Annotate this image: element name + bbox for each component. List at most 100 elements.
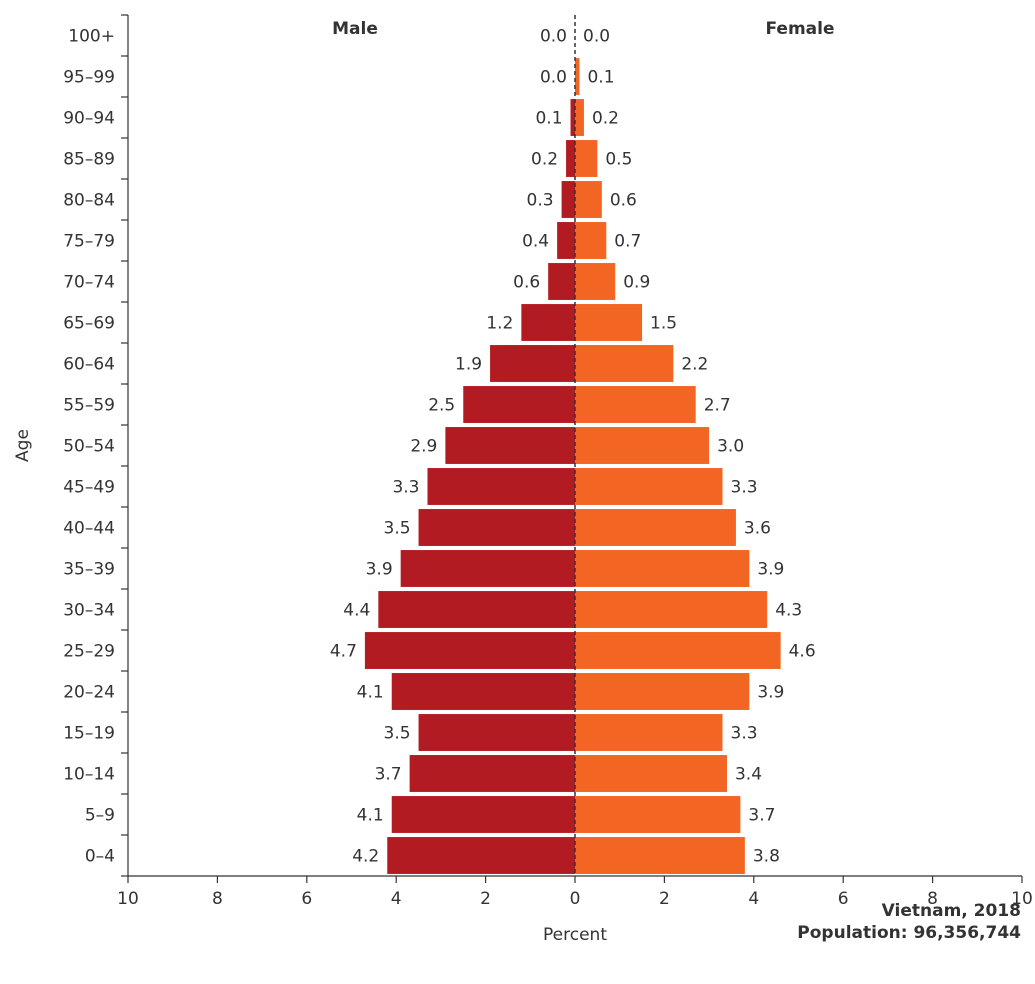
bar-male-1: [391, 796, 575, 833]
data-label-female-1: 3.7: [748, 806, 775, 826]
data-label-male-1: 4.1: [357, 806, 384, 826]
y-tick-label-10: 50–54: [63, 437, 115, 457]
data-label-male-8: 3.5: [384, 519, 411, 539]
data-label-male-14: 0.6: [513, 273, 540, 293]
bar-female-18: [575, 99, 584, 136]
bar-female-2: [575, 755, 727, 792]
data-label-male-3: 3.5: [384, 724, 411, 744]
data-label-female-20: 0.0: [583, 27, 610, 47]
bar-male-10: [445, 427, 575, 464]
bar-female-15: [575, 222, 607, 259]
data-label-female-7: 3.9: [757, 560, 784, 580]
data-label-male-16: 0.3: [527, 191, 554, 211]
y-tick-label-15: 75–79: [63, 232, 115, 252]
data-label-male-4: 4.1: [357, 683, 384, 703]
y-tick-label-18: 90–94: [63, 109, 115, 129]
y-axis-title: Age: [13, 429, 33, 462]
bar-female-5: [575, 632, 781, 669]
bar-male-0: [387, 837, 575, 874]
bar-female-12: [575, 345, 674, 382]
bar-male-8: [418, 509, 575, 546]
y-tick-label-16: 80–84: [63, 191, 115, 211]
data-label-male-0: 4.2: [352, 847, 379, 867]
data-label-female-13: 1.5: [650, 314, 677, 334]
y-tick-label-14: 70–74: [63, 273, 115, 293]
bar-male-7: [400, 550, 575, 587]
data-label-male-18: 0.1: [535, 109, 562, 129]
x-tick-label-8: 6: [838, 889, 849, 909]
x-axis-title: Percent: [543, 925, 607, 940]
data-label-female-9: 3.3: [731, 478, 758, 498]
data-label-female-0: 3.8: [753, 847, 780, 867]
bar-female-16: [575, 181, 602, 218]
series-label-male: Male: [332, 19, 378, 39]
data-label-female-2: 3.4: [735, 765, 762, 785]
bar-male-5: [364, 632, 575, 669]
bar-female-3: [575, 714, 723, 751]
bar-female-13: [575, 304, 643, 341]
data-label-female-12: 2.2: [681, 355, 708, 375]
bar-male-4: [391, 673, 575, 710]
data-label-female-19: 0.1: [587, 68, 614, 88]
population-pyramid-chart: 4.2 3.8 4.1 3.7 3.7 3.4 3.5 3.3 4.1 3.9 4.7 4.6 4.4 4…: [13, 14, 1033, 940]
data-label-male-5: 4.7: [330, 642, 357, 662]
x-tick-label-2: 6: [301, 889, 312, 909]
data-label-female-16: 0.6: [610, 191, 637, 211]
chart-footer: Vietnam, 2018 Population: 96,356,744: [797, 900, 1021, 944]
bar-male-16: [561, 181, 575, 218]
y-tick-label-9: 45–49: [63, 478, 115, 498]
bar-male-17: [566, 140, 575, 177]
y-tick-label-20: 100+: [68, 27, 115, 47]
bar-male-18: [570, 99, 575, 136]
y-tick-label-6: 30–34: [63, 601, 115, 621]
x-tick-label-5: 0: [570, 889, 581, 909]
y-tick-label-5: 25–29: [63, 642, 115, 662]
bar-female-17: [575, 140, 598, 177]
data-label-female-14: 0.9: [623, 273, 650, 293]
data-label-male-2: 3.7: [375, 765, 402, 785]
data-label-male-11: 2.5: [428, 396, 455, 416]
y-tick-label-19: 95–99: [63, 68, 115, 88]
data-label-female-18: 0.2: [592, 109, 619, 129]
y-tick-label-11: 55–59: [63, 396, 115, 416]
data-label-female-10: 3.0: [717, 437, 744, 457]
bar-female-6: [575, 591, 768, 628]
y-tick-label-8: 40–44: [63, 519, 115, 539]
data-label-male-15: 0.4: [522, 232, 549, 252]
bar-female-8: [575, 509, 736, 546]
data-label-female-3: 3.3: [731, 724, 758, 744]
x-tick-label-4: 2: [480, 889, 491, 909]
data-label-female-15: 0.7: [614, 232, 641, 252]
bar-male-3: [418, 714, 575, 751]
y-tick-label-2: 10–14: [63, 765, 115, 785]
series-label-female: Female: [766, 19, 835, 39]
y-tick-label-12: 60–64: [63, 355, 115, 375]
bar-female-11: [575, 386, 696, 423]
country-year-label: Vietnam, 2018: [881, 901, 1021, 921]
bar-male-13: [521, 304, 575, 341]
data-label-female-11: 2.7: [704, 396, 731, 416]
y-tick-label-13: 65–69: [63, 314, 115, 334]
population-label: Population: 96,356,744: [797, 923, 1021, 943]
x-tick-label-9: 8: [927, 889, 938, 909]
bar-female-0: [575, 837, 745, 874]
data-label-male-12: 1.9: [455, 355, 482, 375]
y-tick-label-0: 0–4: [85, 847, 115, 867]
data-label-female-8: 3.6: [744, 519, 771, 539]
bar-female-9: [575, 468, 723, 505]
data-label-female-4: 3.9: [757, 683, 784, 703]
y-tick-label-3: 15–19: [63, 724, 115, 744]
bar-male-6: [378, 591, 575, 628]
y-tick-label-4: 20–24: [63, 683, 115, 703]
bar-female-19: [575, 58, 580, 95]
data-label-female-6: 4.3: [775, 601, 802, 621]
data-label-male-13: 1.2: [486, 314, 513, 334]
data-label-female-5: 4.6: [789, 642, 816, 662]
bar-male-11: [463, 386, 575, 423]
data-label-female-17: 0.5: [605, 150, 632, 170]
bar-male-14: [548, 263, 575, 300]
x-tick-label-6: 2: [659, 889, 670, 909]
x-tick-label-0: 10: [117, 889, 139, 909]
data-label-male-20: 0.0: [540, 27, 567, 47]
bar-male-15: [557, 222, 575, 259]
